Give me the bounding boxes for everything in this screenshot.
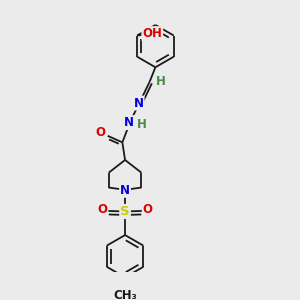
Text: O: O (97, 203, 107, 216)
Text: O: O (96, 126, 106, 139)
Text: OH: OH (142, 27, 162, 40)
Text: S: S (120, 205, 130, 218)
Text: O: O (143, 203, 153, 216)
Text: N: N (124, 116, 134, 129)
Text: H: H (156, 75, 166, 88)
Text: N: N (134, 97, 144, 110)
Text: CH₃: CH₃ (113, 289, 137, 300)
Text: H: H (137, 118, 147, 131)
Text: N: N (120, 184, 130, 197)
